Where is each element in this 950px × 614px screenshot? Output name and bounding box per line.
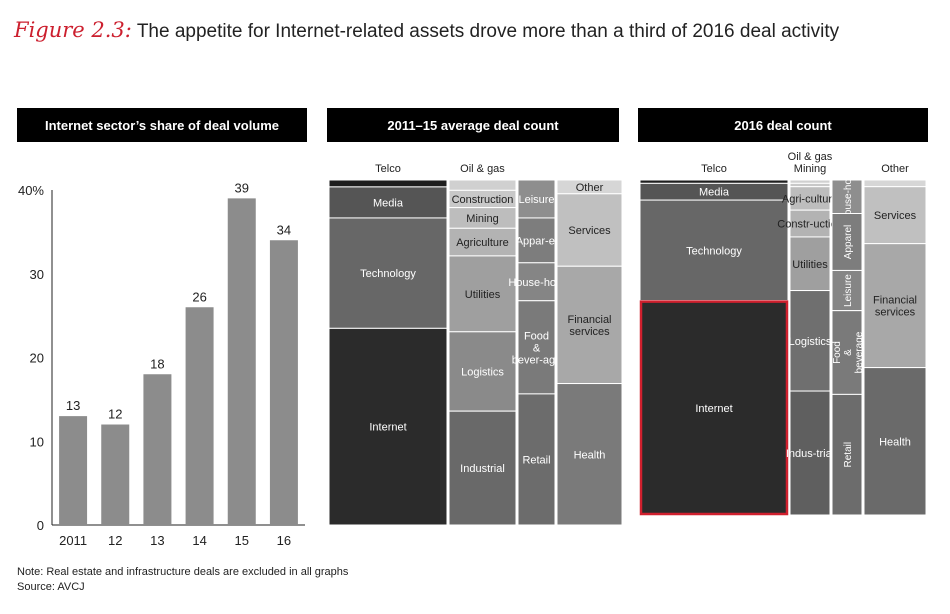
segment-other [864,180,926,187]
bar-15 [228,198,256,525]
segment-label: bever-age [512,354,562,366]
segment-label: Utilities [465,289,501,301]
y-tick-label: 30 [30,267,44,282]
segment-label: Health [574,449,606,461]
segment-label-group: Retail [843,442,854,468]
segment-label: Leisure [518,194,554,206]
bar-2011 [59,416,87,525]
segment-label: Apparel [843,225,854,259]
segment-label: services [875,307,916,319]
data-label: 39 [235,180,249,195]
segment-label: Health [879,436,911,448]
segment-label: Agri-culture [782,193,838,205]
segment-label: Media [699,187,730,199]
segment-label: Technology [686,245,742,257]
data-label: 34 [277,222,291,237]
segment-label: Financial [567,314,611,326]
y-tick-label: 0 [37,518,44,533]
segment-label: services [569,326,610,338]
segment-label: Telco [375,163,401,175]
segment-label: Other [576,182,604,194]
x-tick-label: 14 [192,533,206,548]
segment-label: Industrial [460,463,505,475]
segment-label: Internet [369,422,406,434]
segment-label: Logistics [789,336,832,348]
segment-label: Oil & gas [460,163,505,175]
data-label: 18 [150,356,164,371]
segment-label: Internet [695,403,732,415]
segment-label: Retail [843,442,854,468]
panel-title-2016-deal-count: 2016 deal count [638,108,928,142]
segment-label: Telco [701,163,727,175]
segment-label: Utilities [792,259,828,271]
segment-label: Media [373,197,404,209]
segment-label: Mining [794,163,826,175]
figure-label: Figure 2.3: [14,18,132,42]
segment-label: Logistics [461,366,504,378]
segment-label: Technology [360,268,416,280]
segment-label: Services [874,210,917,222]
segment-label-group: Leisure [843,274,854,307]
segment-label: Financial [873,295,917,307]
panel-title-internet-share: Internet sector’s share of deal volume [17,108,307,142]
segment-label: House-hold [508,277,564,289]
segment-oil-gas [790,180,830,183]
segment-telco [329,180,447,187]
segment-label: Appar-el [516,235,558,247]
bar-chart-internet-share: 0 10 20 30 40% 13 2011 12 12 18 13 26 14 39 15 34 16 [0,150,320,550]
y-tick-label: 10 [30,434,44,449]
segment-label: Oil & gas [788,151,833,163]
data-label: 12 [108,407,122,422]
x-tick-label: 16 [277,533,291,548]
mekko-chart-2016: Telco Media Technology Internet Oil & gasMin… [638,145,930,530]
x-tick-label: 2011 [59,533,87,548]
segment-mining [790,183,830,186]
figure-heading: The appetite for Internet-related assets… [137,21,839,42]
segment-label: Mining [466,213,498,225]
segment-label: Agriculture [456,237,509,249]
segment-label: & [843,349,854,356]
segment-label-group: Apparel [843,225,854,259]
segment-label: Indus-trial [786,448,834,460]
segment-telco [640,180,788,183]
panel-title-avg-deal-count: 2011–15 average deal count [327,108,619,142]
segment-label: & [533,342,541,354]
source-note: Source: AVCJ [17,581,85,593]
mekko-chart-2011-15: Telco Media Technology Internet Oil & gas Con… [327,155,622,530]
segment-label: Food [832,341,843,364]
segment-oil-gas [449,180,516,190]
segment-label: Leisure [843,274,854,307]
bar-16 [270,240,298,525]
segment-label: Retail [522,454,550,466]
figure-title: Figure 2.3: The appetite for Internet-re… [14,18,839,43]
bar-13 [143,374,171,525]
segment-label: Services [568,225,611,237]
y-tick-label: 20 [30,351,44,366]
x-tick-label: 15 [235,533,249,548]
segment-label: beverage [854,331,865,373]
data-label: 26 [192,289,206,304]
y-tick-label: 40% [18,183,44,198]
segment-label: Construction [452,194,514,206]
segment-label: Other [881,163,909,175]
footnote: Note: Real estate and infrastructure dea… [17,566,348,578]
segment-label: Food [524,330,549,342]
x-tick-label: 12 [108,533,122,548]
bar-14 [186,307,214,525]
x-tick-label: 13 [150,533,164,548]
bar-12 [101,425,129,526]
data-label: 13 [66,398,80,413]
